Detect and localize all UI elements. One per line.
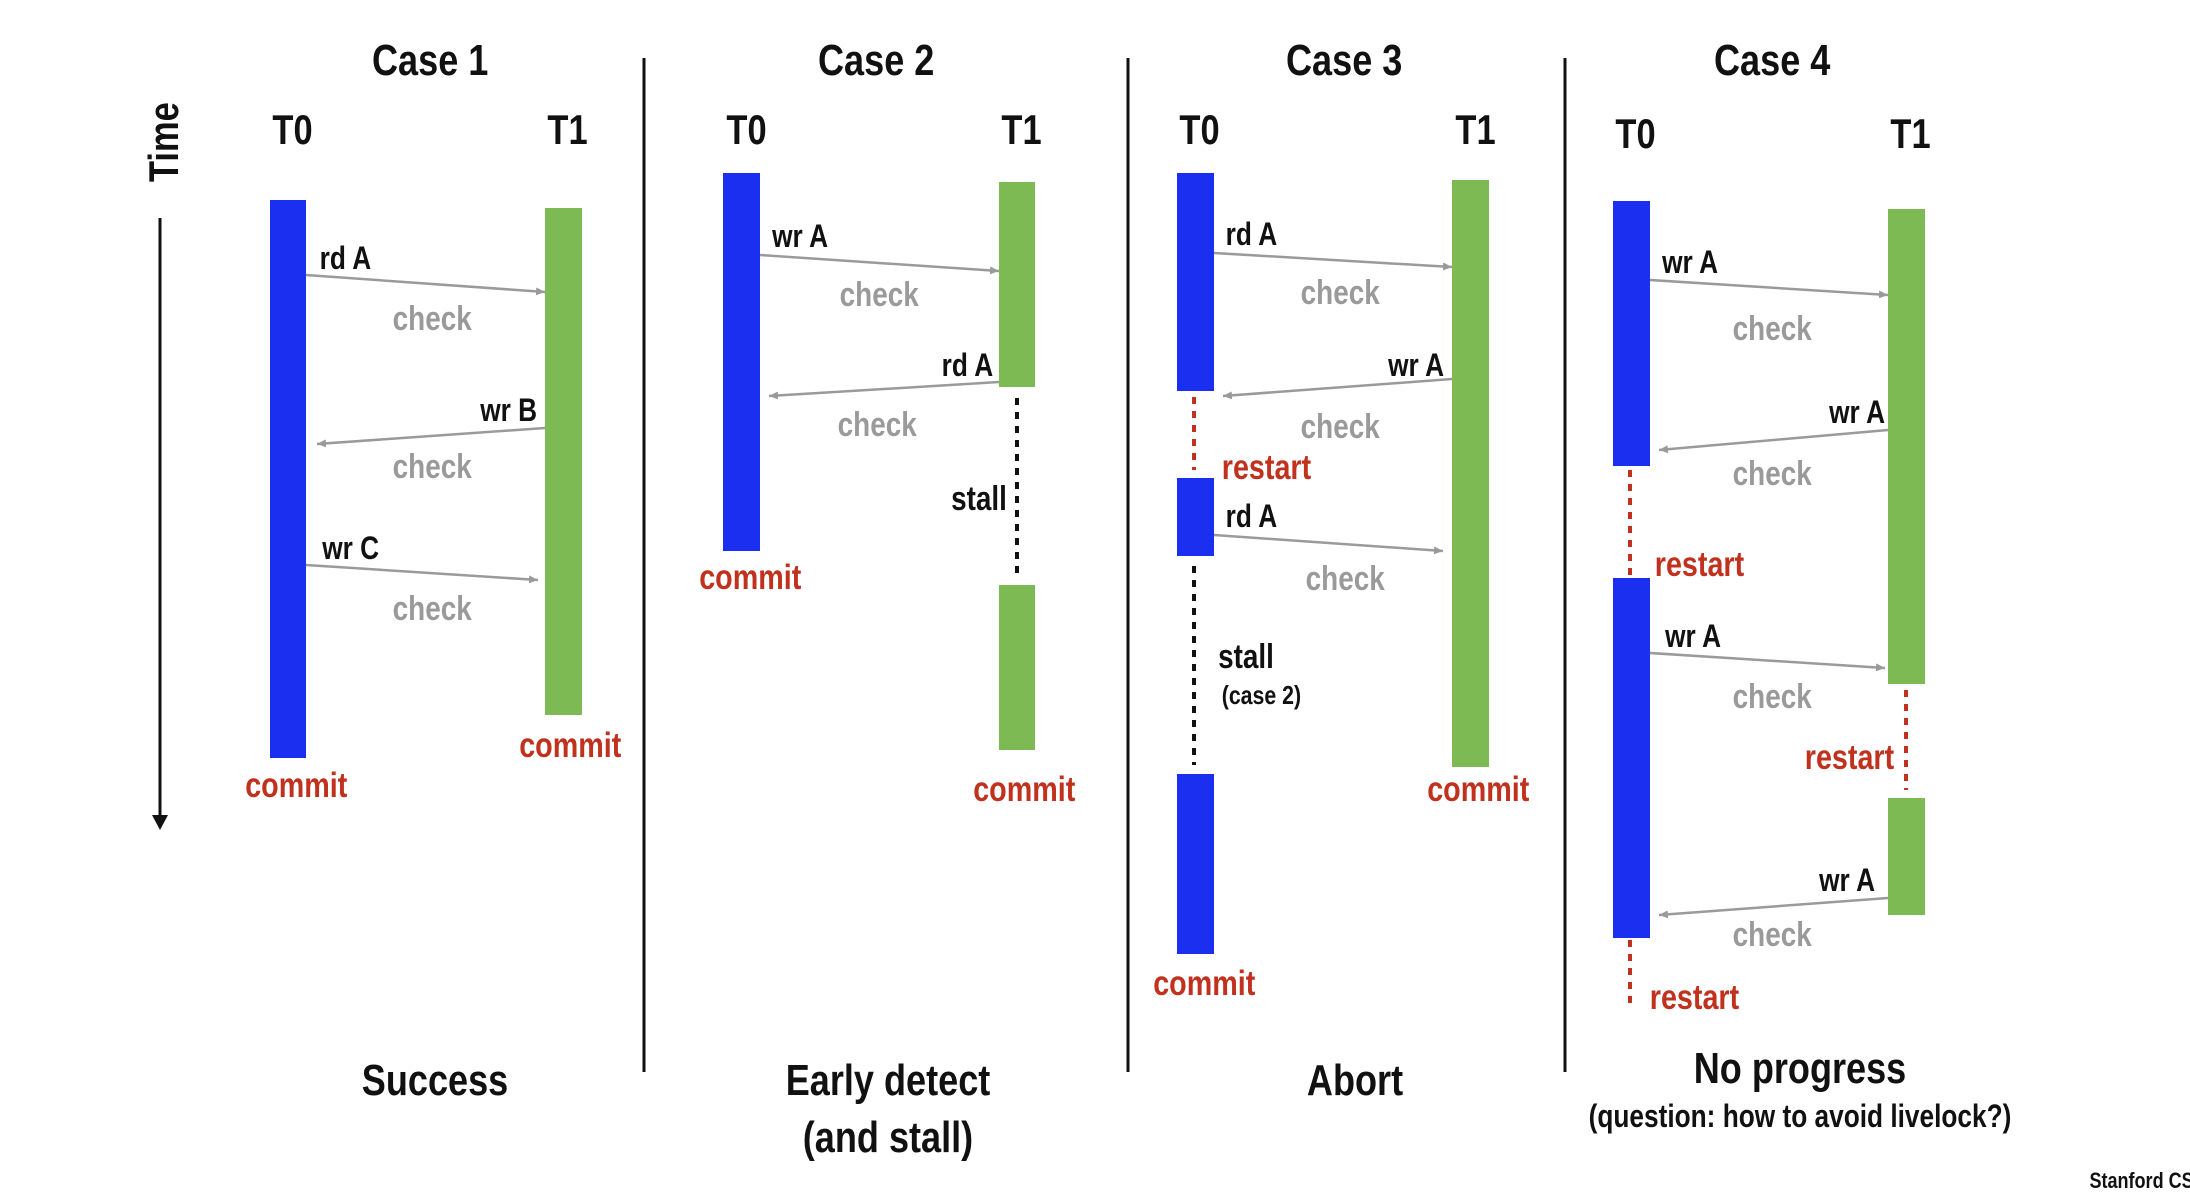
case4-arrow-wrA-4 [1658, 896, 1889, 919]
case2-check-2: check [837, 406, 917, 444]
case3-stall-label: stall [1218, 638, 1274, 676]
case4-op-wrA-3: wr A [1665, 618, 1722, 654]
case4-arrow-wrA-2 [1658, 428, 1889, 454]
case3-check-2: check [1300, 408, 1380, 446]
case3-title: Case 3 [1286, 36, 1403, 85]
case2-caption-line2: (and stall) [802, 1113, 974, 1162]
case2-t1-label: T1 [1001, 106, 1042, 153]
case1-arrow-rdA [305, 273, 546, 296]
case4-caption-line2: (question: how to avoid livelock?) [1588, 1098, 2012, 1134]
footer-credit: Stanford CS [2089, 1168, 2190, 1193]
case1-arrow-wrB [316, 426, 546, 448]
case2-op-rdA: rd A [941, 347, 994, 383]
case2-t1-commit: commit [973, 770, 1076, 809]
case4-t0-bar-1 [1613, 201, 1650, 466]
case2-t0-bar [723, 173, 760, 551]
case2-t1-bar-1 [999, 182, 1035, 387]
time-axis-arrowhead [152, 815, 168, 830]
case2-caption-line1: Early detect [785, 1056, 991, 1105]
case3-arrow-rdA-1 [1213, 251, 1453, 271]
case2-title: Case 2 [818, 36, 935, 85]
case4-op-wrA-2: wr A [1829, 394, 1886, 430]
case3-t0-bar-2 [1177, 478, 1214, 556]
case2-check-1: check [839, 276, 919, 314]
case4-caption-line1: No progress [1693, 1044, 1907, 1093]
case1-op-wrB: wr B [480, 392, 538, 428]
case2-t0-label: T0 [726, 106, 767, 153]
case4-check-4: check [1732, 916, 1812, 954]
case3-t0-label: T0 [1179, 106, 1220, 153]
case3-t0-bar-3 [1177, 774, 1214, 954]
case3-check-3: check [1305, 560, 1385, 598]
case1-t1-bar [545, 208, 582, 715]
case1-t0-label: T0 [272, 106, 313, 153]
case1-t0-commit: commit [245, 766, 348, 805]
case3-op-rdA-2: rd A [1225, 498, 1278, 534]
case1-check-2: check [392, 448, 472, 486]
case4-arrow-wrA-3 [1649, 651, 1886, 672]
case1-t0-bar [270, 200, 306, 758]
case4-title: Case 4 [1714, 36, 1831, 85]
case2-t1-bar-2 [999, 585, 1035, 750]
case3-caption: Abort [1306, 1056, 1404, 1105]
case3-arrow-rdA-2 [1213, 533, 1444, 555]
case4-arrow-wrA-1 [1649, 278, 1889, 299]
case3-stall-note: (case 2) [1221, 680, 1302, 710]
case4-t1-label: T1 [1890, 110, 1931, 157]
case2-stall-label: stall [951, 480, 1007, 518]
case4-check-2: check [1732, 455, 1812, 493]
case2-t0-commit: commit [699, 558, 802, 597]
case1-op-rdA: rd A [319, 240, 372, 276]
case1-check-3: check [392, 590, 472, 628]
case4-t0-label: T0 [1615, 110, 1656, 157]
case3-t1-commit: commit [1427, 770, 1530, 809]
case1-t1-label: T1 [547, 106, 588, 153]
case2-op-wrA: wr A [772, 218, 829, 254]
case4-t1-bar-1 [1888, 209, 1925, 684]
case3-t1-bar [1452, 180, 1489, 767]
case4-op-wrA-4: wr A [1819, 862, 1876, 898]
case2-arrow-rdA [768, 380, 1000, 400]
case1-title: Case 1 [372, 36, 489, 85]
case3-op-wrA: wr A [1388, 347, 1445, 383]
case3-arrow-wrA [1222, 377, 1453, 400]
case2-arrow-wrA [759, 253, 1000, 275]
case3-op-rdA-1: rd A [1225, 216, 1278, 252]
case3-check-1: check [1300, 274, 1380, 312]
case3-t1-label: T1 [1455, 106, 1496, 153]
case1-t1-commit: commit [519, 726, 622, 765]
case3-restart-label: restart [1221, 448, 1312, 487]
case1-caption: Success [361, 1056, 509, 1105]
case4-op-wrA-1: wr A [1662, 244, 1719, 280]
case4-t0-bar-2 [1613, 578, 1650, 938]
case1-check-1: check [392, 300, 472, 338]
case3-t0-commit: commit [1153, 964, 1256, 1003]
case4-check-3: check [1732, 678, 1812, 716]
case1-op-wrC: wr C [322, 530, 380, 566]
case3-t0-bar-1 [1177, 173, 1214, 391]
case4-restart-label-3: restart [1649, 978, 1740, 1017]
case4-restart-label-2: restart [1804, 738, 1895, 777]
case1-arrow-wrC [305, 563, 539, 584]
case4-restart-label-1: restart [1654, 545, 1745, 584]
time-axis-label: Time [140, 102, 187, 182]
case4-check-1: check [1732, 310, 1812, 348]
case4-t1-bar-2 [1888, 798, 1925, 915]
